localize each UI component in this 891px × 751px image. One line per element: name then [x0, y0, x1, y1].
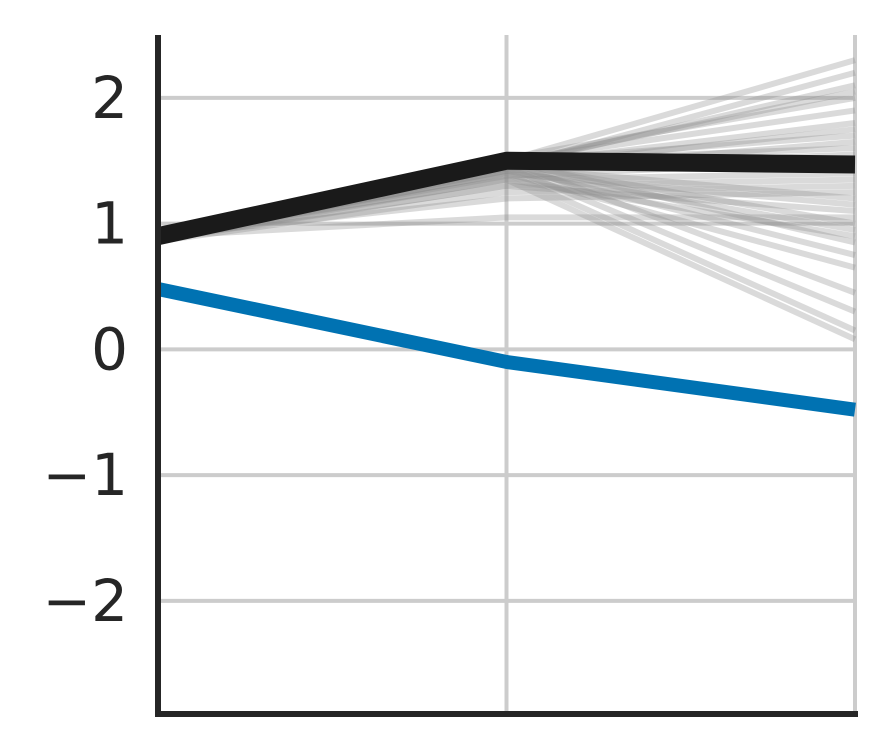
- y-tick-label: 1: [91, 190, 128, 258]
- sample-line-12: [157, 182, 856, 245]
- axes: [155, 35, 858, 717]
- y-tick-labels: 2 1 0 −1 −2: [43, 64, 129, 635]
- y-tick-label: −2: [43, 567, 129, 635]
- sample-line-13: [157, 189, 856, 240]
- reference-series-line: [156, 282, 856, 417]
- sample-line-16: [157, 182, 856, 243]
- y-tick-label: 2: [91, 64, 128, 132]
- sample-line-11: [157, 176, 856, 242]
- highlight-series-line: [156, 151, 856, 245]
- y-tick-label: 0: [91, 315, 128, 383]
- series-lines: [156, 151, 856, 417]
- y-tick-label: −1: [43, 441, 129, 509]
- sample-line-17: [157, 214, 855, 240]
